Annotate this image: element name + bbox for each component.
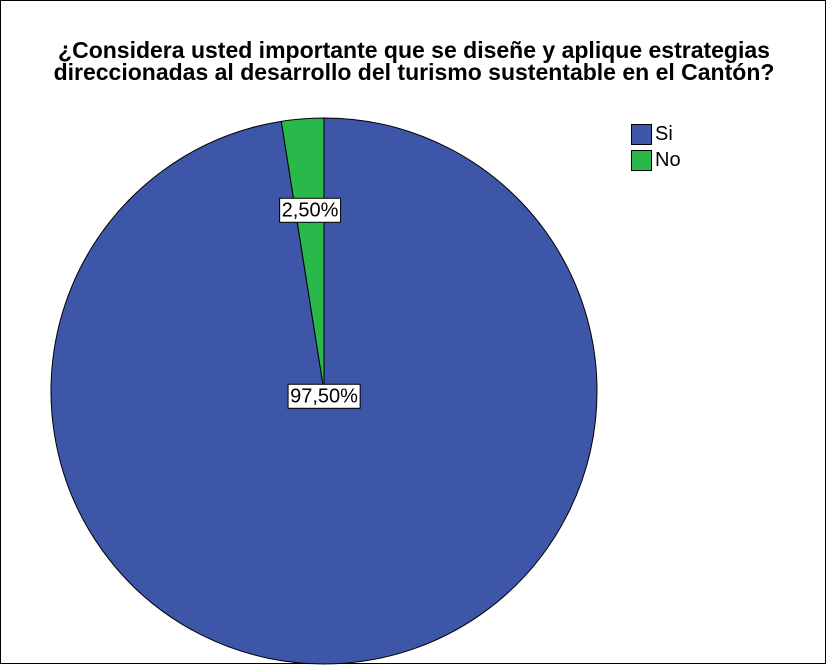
pie-slice-no xyxy=(280,117,325,392)
legend-label-si: Si xyxy=(655,122,673,145)
chart-title-line-1: ¿Considera usted importante que se diseñ… xyxy=(58,37,770,63)
legend-label-no: No xyxy=(655,148,681,171)
data-label-si: 97,50% xyxy=(287,383,361,409)
legend: Si No xyxy=(631,121,681,173)
svg-text:97,50%: 97,50% xyxy=(290,385,358,407)
data-label-no: 2,50% xyxy=(279,197,342,223)
legend-item-no: No xyxy=(631,147,681,173)
chart-title-line-2: direccionadas al desarrollo del turismo … xyxy=(53,59,775,85)
chart-title: ¿Considera usted importante que se diseñ… xyxy=(1,37,826,85)
svg-text:2,50%: 2,50% xyxy=(282,199,339,221)
legend-swatch-no xyxy=(631,149,652,171)
legend-item-si: Si xyxy=(631,121,681,147)
legend-swatch-si xyxy=(631,123,652,145)
